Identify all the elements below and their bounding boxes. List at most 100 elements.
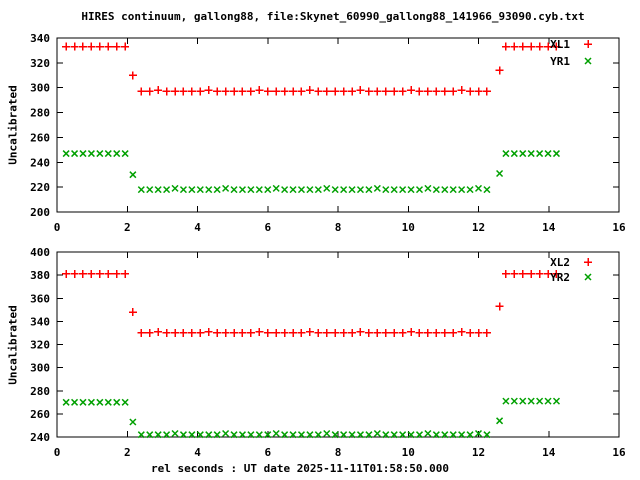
cross-marker: [510, 150, 518, 158]
cross-marker: [407, 186, 415, 194]
cross-marker: [62, 150, 70, 158]
cross-marker: [399, 186, 407, 194]
y-tick-label: 300: [30, 362, 50, 375]
cross-marker: [544, 150, 552, 158]
x-tick-label: 10: [402, 221, 415, 234]
x-tick-label: 4: [194, 446, 201, 459]
cross-marker: [390, 431, 398, 439]
cross-marker: [163, 431, 171, 439]
cross-marker: [171, 430, 179, 438]
cross-marker: [536, 150, 544, 158]
cross-marker: [306, 431, 314, 439]
x-axis-label: rel seconds : UT date 2025-11-11T01:58:5…: [150, 462, 450, 475]
cross-marker: [154, 186, 162, 194]
cross-marker: [527, 397, 535, 405]
cross-marker: [272, 184, 280, 192]
cross-marker: [441, 431, 449, 439]
cross-marker: [104, 398, 112, 406]
cross-marker: [399, 431, 407, 439]
cross-marker: [390, 186, 398, 194]
cross-marker: [154, 431, 162, 439]
cross-marker: [247, 431, 255, 439]
cross-marker: [449, 431, 457, 439]
cross-marker: [188, 431, 196, 439]
cross-marker: [552, 150, 561, 158]
legend-label: XL2: [550, 256, 570, 269]
cross-marker: [137, 186, 145, 194]
cross-marker: [146, 431, 154, 439]
x-tick-label: 6: [264, 221, 271, 234]
x-tick-label: 0: [54, 446, 61, 459]
cross-marker: [348, 186, 356, 194]
cross-marker: [171, 184, 179, 192]
x-tick-label: 10: [402, 446, 415, 459]
x-tick-label: 12: [472, 221, 485, 234]
x-tick-label: 14: [542, 446, 556, 459]
cross-marker: [449, 186, 457, 194]
cross-marker: [264, 186, 272, 194]
cross-marker: [281, 186, 289, 194]
cross-marker: [415, 186, 424, 194]
cross-marker: [188, 186, 196, 194]
y-tick-label: 240: [30, 156, 50, 169]
cross-marker: [348, 431, 356, 439]
x-tick-label: 16: [612, 221, 626, 234]
cross-marker: [87, 150, 95, 158]
legend-label: YR1: [550, 55, 570, 68]
cross-marker: [356, 186, 365, 194]
cross-marker: [306, 186, 314, 194]
cross-marker: [496, 417, 504, 425]
cross-marker: [584, 273, 592, 281]
y-tick-label: 280: [30, 107, 50, 120]
cross-marker: [536, 397, 544, 405]
x-tick-label: 16: [612, 446, 626, 459]
cross-marker: [255, 431, 263, 439]
cross-marker: [382, 431, 390, 439]
cross-marker: [222, 184, 230, 192]
x-tick-label: 12: [472, 446, 485, 459]
cross-marker: [510, 397, 518, 405]
cross-marker: [382, 186, 390, 194]
cross-marker: [272, 430, 280, 438]
cross-marker: [584, 57, 592, 65]
cross-marker: [502, 397, 510, 405]
y-tick-label: 340: [30, 315, 50, 328]
cross-marker: [255, 186, 263, 194]
cross-marker: [527, 150, 535, 158]
cross-marker: [323, 430, 331, 438]
cross-marker: [544, 397, 552, 405]
cross-marker: [96, 150, 104, 158]
cross-marker: [314, 431, 322, 439]
cross-marker: [179, 186, 187, 194]
cross-marker: [365, 431, 373, 439]
cross-marker: [238, 431, 246, 439]
cross-marker: [96, 398, 104, 406]
cross-marker: [373, 430, 381, 438]
y-tick-label: 340: [30, 32, 50, 45]
cross-marker: [205, 431, 213, 439]
cross-marker: [519, 150, 527, 158]
y-tick-label: 260: [30, 131, 50, 144]
panel-border: [56, 251, 620, 438]
cross-marker: [230, 431, 238, 439]
x-tick-label: 8: [335, 221, 342, 234]
legend-label: YR2: [550, 271, 570, 284]
y-tick-label: 300: [30, 82, 50, 95]
cross-marker: [71, 150, 79, 158]
cross-marker: [474, 184, 483, 192]
x-tick-label: 2: [124, 221, 131, 234]
cross-marker: [373, 184, 381, 192]
cross-marker: [205, 186, 213, 194]
cross-marker: [483, 186, 491, 194]
cross-marker: [79, 398, 87, 406]
cross-marker: [87, 398, 95, 406]
cross-marker: [121, 150, 129, 158]
cross-marker: [458, 186, 466, 194]
cross-marker: [113, 150, 121, 158]
cross-marker: [247, 186, 255, 194]
x-tick-label: 6: [264, 446, 271, 459]
cross-marker: [104, 150, 112, 158]
cross-marker: [314, 186, 322, 194]
